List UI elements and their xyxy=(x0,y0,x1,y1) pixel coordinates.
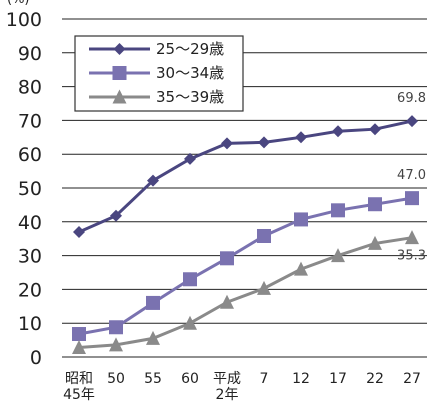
data-point-diamond xyxy=(406,115,418,128)
x-tick-label: 昭和 xyxy=(65,371,93,387)
data-point-diamond xyxy=(332,125,344,138)
legend-marker-square xyxy=(112,66,127,80)
data-point-square xyxy=(331,203,345,218)
series-line xyxy=(78,119,413,234)
data-point-diamond xyxy=(73,225,85,238)
data-point-square xyxy=(368,197,382,212)
series-layer xyxy=(72,115,419,355)
data-point-diamond xyxy=(295,131,307,144)
x-tick-label: 12 xyxy=(292,371,310,387)
data-point-diamond xyxy=(369,123,381,136)
data-point-square xyxy=(146,295,160,310)
data-point-diamond xyxy=(147,174,159,187)
series-3 xyxy=(72,230,419,355)
data-point-diamond xyxy=(221,137,233,150)
data-point-square xyxy=(257,228,271,243)
y-tick-label: 30 xyxy=(18,246,42,268)
legend: 25〜29歳 30〜34歳 35〜39歳 xyxy=(74,35,244,112)
x-tick-label: 平成 xyxy=(213,371,241,387)
data-point-square xyxy=(109,320,123,335)
data-point-triangle xyxy=(331,248,345,263)
data-point-triangle xyxy=(146,330,160,345)
data-point-square xyxy=(220,251,234,266)
y-tick-label: 60 xyxy=(18,144,42,166)
x-tick-label: 22 xyxy=(366,371,384,387)
data-point-square xyxy=(72,327,86,342)
y-tick-label: 80 xyxy=(18,77,42,99)
data-point-triangle xyxy=(405,230,419,245)
data-point-square xyxy=(294,212,308,227)
data-point-diamond xyxy=(184,152,196,165)
legend-label: 30〜34歳 xyxy=(156,64,224,82)
series-2 xyxy=(72,191,419,342)
legend-label: 25〜29歳 xyxy=(156,40,224,58)
legend-label: 35〜39歳 xyxy=(156,88,224,106)
x-tick-label: 55 xyxy=(144,371,162,387)
y-tick-label: 100 xyxy=(6,9,42,31)
data-point-diamond xyxy=(258,136,270,149)
end-value-label: 47.0 xyxy=(397,168,426,183)
legend-marker-triangle xyxy=(112,89,127,104)
legend-marker-diamond xyxy=(113,43,126,55)
y-tick-label: 10 xyxy=(18,313,42,335)
y-tick-label: 70 xyxy=(18,110,42,132)
data-point-triangle xyxy=(109,337,123,352)
data-point-triangle xyxy=(72,340,86,355)
y-tick-label: 0 xyxy=(30,347,42,369)
series-line xyxy=(78,236,413,350)
data-point-diamond xyxy=(110,209,122,222)
y-tick-label: 90 xyxy=(18,43,42,65)
data-point-triangle xyxy=(368,235,382,250)
y-axis-ticks: 0 10 20 30 40 50 60 70 80 90 100 xyxy=(6,9,42,369)
data-point-triangle xyxy=(294,261,308,276)
end-labels: 69.8 47.0 35.3 xyxy=(397,91,426,264)
data-point-square xyxy=(183,272,197,287)
series-line xyxy=(78,196,413,336)
y-unit-label: (%) xyxy=(7,0,30,7)
series-1 xyxy=(73,115,418,238)
x-tick-label: 7 xyxy=(260,371,269,387)
x-tick-label: 27 xyxy=(403,371,421,387)
y-tick-label: 20 xyxy=(18,279,42,301)
x-tick-label: 50 xyxy=(107,371,125,387)
data-point-square xyxy=(405,191,419,206)
end-value-label: 35.3 xyxy=(397,249,426,264)
data-point-triangle xyxy=(183,315,197,330)
data-point-triangle xyxy=(220,294,234,309)
x-tick-label: 17 xyxy=(329,371,347,387)
y-tick-label: 50 xyxy=(18,178,42,200)
x-tick-label: 60 xyxy=(181,371,199,387)
x-tick-label: 2年 xyxy=(216,387,239,403)
data-point-triangle xyxy=(257,280,271,295)
x-tick-label: 45年 xyxy=(63,387,95,403)
end-value-label: 69.8 xyxy=(397,91,426,106)
y-tick-label: 40 xyxy=(18,212,42,234)
